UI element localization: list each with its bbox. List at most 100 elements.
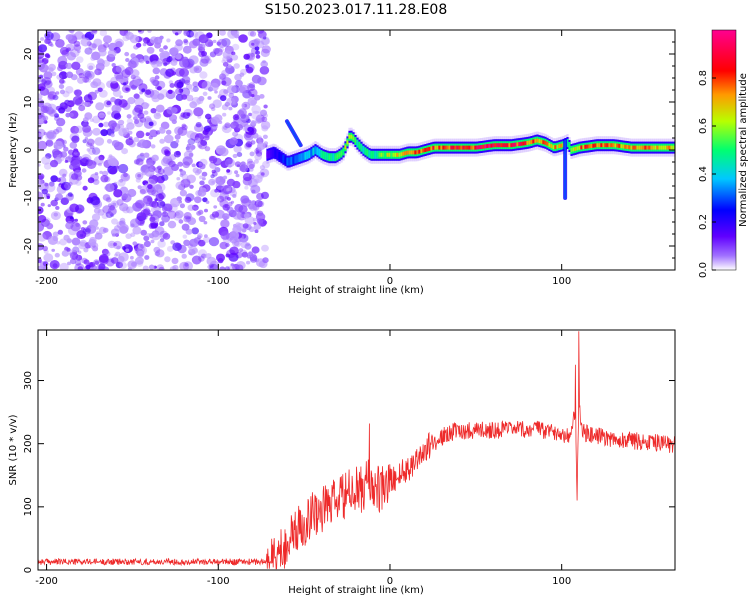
noise-speckle [124, 51, 130, 57]
noise-speckle [64, 182, 71, 190]
noise-speckle [149, 200, 157, 208]
noise-speckle [181, 173, 189, 180]
noise-speckle [123, 82, 127, 86]
trace-band-core [400, 152, 403, 157]
trace-band-core [414, 150, 417, 155]
noise-speckle [253, 38, 261, 45]
noise-speckle [111, 218, 118, 225]
noise-speckle [139, 188, 146, 195]
noise-speckle [76, 56, 84, 64]
noise-speckle [188, 55, 199, 65]
noise-speckle [82, 117, 89, 123]
noise-speckle [43, 71, 53, 80]
x-tick-label: -200 [35, 576, 58, 587]
trace-band-core [642, 145, 645, 150]
noise-speckle [239, 165, 246, 171]
trace-band-core [362, 147, 365, 152]
trace-band-core [394, 152, 397, 157]
trace-band-core [666, 145, 669, 150]
noise-speckle [196, 97, 204, 105]
noise-speckle [178, 78, 186, 85]
noise-speckle [197, 239, 206, 247]
trace-band-core [324, 153, 327, 158]
trace-band-core [340, 151, 343, 156]
noise-speckle [39, 74, 44, 79]
noise-speckle [251, 110, 261, 120]
noise-speckle [218, 47, 224, 53]
noise-speckle [69, 252, 74, 257]
noise-speckle [248, 226, 255, 233]
noise-speckle [43, 162, 52, 170]
noise-speckle [38, 140, 48, 150]
noise-speckle [75, 180, 82, 186]
noise-speckle [119, 179, 124, 183]
noise-speckle [135, 42, 142, 48]
noise-speckle [137, 173, 142, 178]
trace-band-core [524, 141, 527, 146]
noise-speckle [226, 188, 230, 192]
noise-speckle [99, 170, 103, 174]
noise-speckle [179, 173, 184, 177]
noise-speckle [44, 38, 51, 45]
noise-speckle [224, 158, 235, 168]
y-tick-label: -10 [23, 190, 34, 206]
noise-speckle [205, 253, 212, 259]
noise-speckle [55, 39, 65, 48]
noise-speckle [226, 197, 231, 201]
trace-band-core [438, 145, 441, 150]
noise-speckle [40, 37, 45, 41]
noise-speckle [259, 168, 270, 178]
noise-speckle [56, 74, 63, 80]
trace-band-core [268, 152, 271, 157]
noise-speckle [161, 211, 169, 218]
trace-band-core [348, 134, 351, 139]
noise-speckle [259, 94, 265, 99]
trace-band-core [454, 145, 457, 150]
noise-speckle [136, 130, 145, 139]
noise-speckle [151, 154, 159, 162]
noise-speckle [116, 199, 124, 206]
noise-speckle [125, 206, 134, 214]
noise-speckle [53, 140, 64, 150]
noise-speckle [194, 170, 201, 176]
noise-speckle [253, 221, 257, 225]
noise-speckle [212, 39, 217, 44]
noise-speckle [169, 83, 175, 88]
noise-speckle [224, 196, 229, 200]
noise-speckle [248, 82, 256, 89]
noise-speckle [121, 84, 131, 93]
noise-speckle [231, 43, 240, 51]
noise-speckle [62, 65, 67, 70]
trace-band-core [328, 155, 331, 160]
noise-speckle [238, 248, 244, 253]
noise-speckle [199, 71, 208, 79]
noise-speckle [157, 168, 165, 175]
noise-speckle [203, 135, 210, 141]
noise-speckle [170, 59, 178, 66]
noise-speckle [46, 195, 50, 199]
noise-speckle [47, 204, 51, 208]
noise-speckle [216, 41, 222, 46]
noise-speckle [180, 170, 187, 176]
noise-speckle [66, 238, 72, 244]
trace-band-core [614, 143, 617, 148]
noise-speckle [220, 219, 230, 228]
noise-speckle [248, 251, 253, 256]
noise-speckle [184, 79, 191, 86]
noise-speckle [125, 138, 134, 146]
noise-speckle [90, 81, 99, 89]
noise-speckle [150, 108, 157, 114]
noise-speckle [255, 117, 263, 124]
trace-band-core [386, 152, 389, 157]
noise-speckle [74, 263, 85, 270]
noise-speckle [263, 220, 268, 225]
noise-speckle [147, 184, 153, 190]
trace-band-core [442, 145, 445, 150]
noise-speckle [38, 259, 42, 264]
trace-band-core [554, 145, 557, 150]
noise-speckle [159, 138, 165, 144]
noise-speckle [163, 166, 174, 176]
noise-speckle [77, 250, 82, 254]
noise-speckle [254, 229, 259, 233]
trace-band-core [466, 145, 469, 150]
